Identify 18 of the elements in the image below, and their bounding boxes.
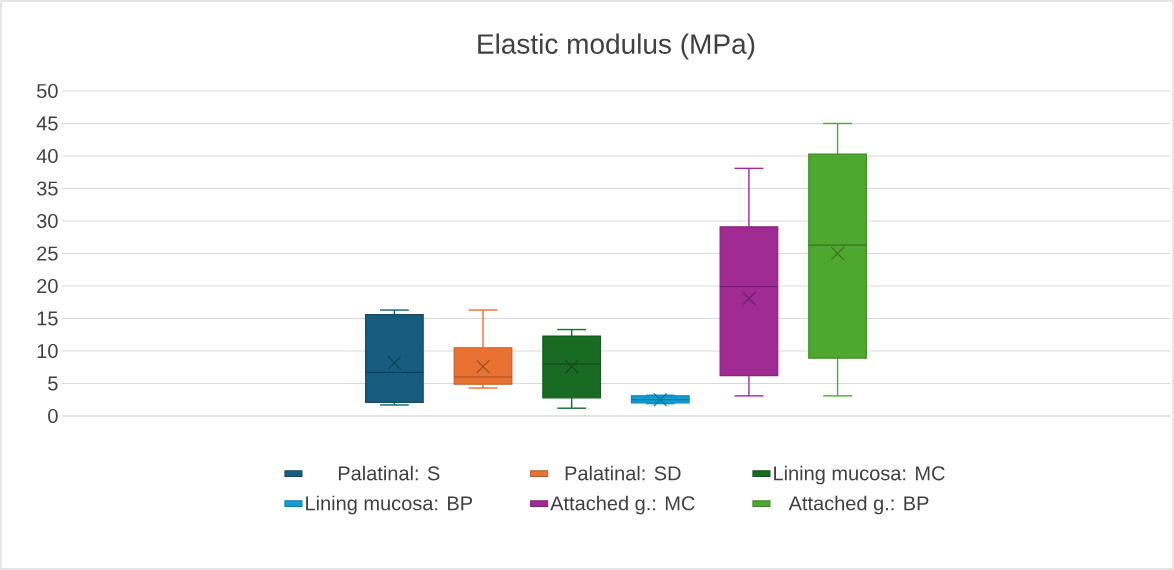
legend-label: Attached g.: BP <box>788 495 929 515</box>
y-tick-label: 40 <box>36 148 58 164</box>
y-tick-label: 0 <box>48 408 58 424</box>
chart-title: Elastic modulus (MPa) <box>478 33 755 60</box>
legend-label: Palatinal: S <box>338 465 440 481</box>
y-tick-label: 35 <box>36 181 58 196</box>
legend-label: Palatinal: SD <box>565 465 681 481</box>
legend-label: Lining mucosa: BP <box>306 495 473 515</box>
y-tick-label: 45 <box>36 116 58 131</box>
y-tick-label: 20 <box>37 278 58 294</box>
y-tick-label: 50 <box>37 83 58 99</box>
y-tick-label: 5 <box>48 376 58 391</box>
legend-label: Attached g.: MC <box>550 495 695 515</box>
y-tick-label: 25 <box>37 246 58 261</box>
y-tick-label: 30 <box>36 213 58 229</box>
y-tick-label: 15 <box>37 311 58 326</box>
y-tick-label: 10 <box>37 343 58 359</box>
legend-label: Lining mucosa: MC <box>774 465 945 485</box>
